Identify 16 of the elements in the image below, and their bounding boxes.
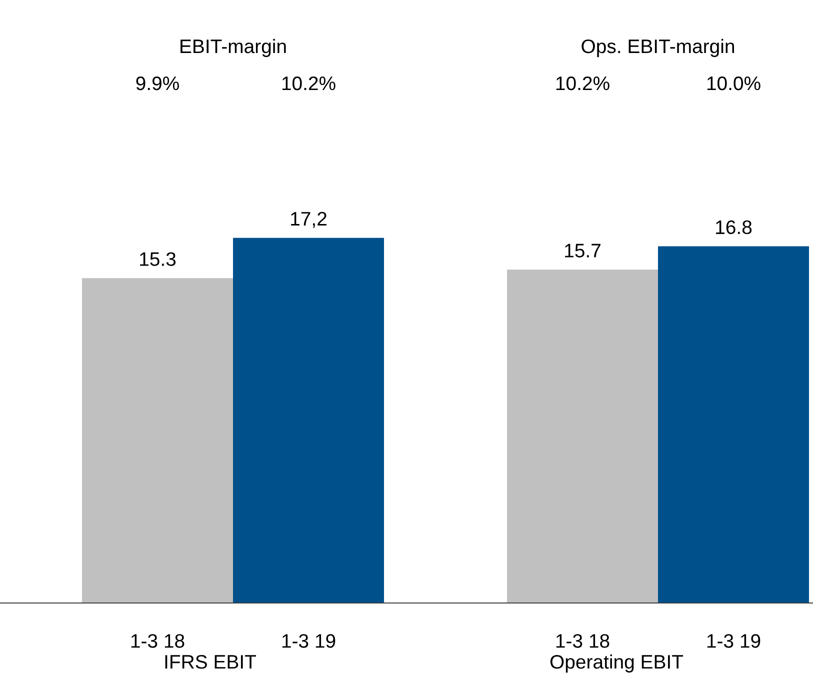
data-label: 16.8 (716, 220, 752, 234)
x-tick-label: 1-3 19 (707, 634, 760, 648)
chart-title: Ops. EBIT-margin (582, 38, 734, 58)
x-axis-title: IFRS EBIT (165, 654, 256, 669)
data-label: 15.3 (140, 252, 176, 266)
x-tick-label: 1-3 18 (556, 634, 610, 648)
chart-title: EBIT-margin (180, 38, 286, 58)
text: 10.2% (556, 76, 610, 90)
text: 10.2% (282, 76, 336, 90)
data-label: 17,2 (291, 212, 326, 228)
x-tick-label: 1-3 18 (131, 634, 184, 648)
text: 10.0% (707, 76, 760, 90)
data-label: 15.7 (565, 244, 600, 258)
text: 9.9% (136, 76, 179, 90)
x-tick-label: 1-3 19 (282, 634, 336, 648)
x-axis-title: Operating EBIT (550, 654, 684, 673)
